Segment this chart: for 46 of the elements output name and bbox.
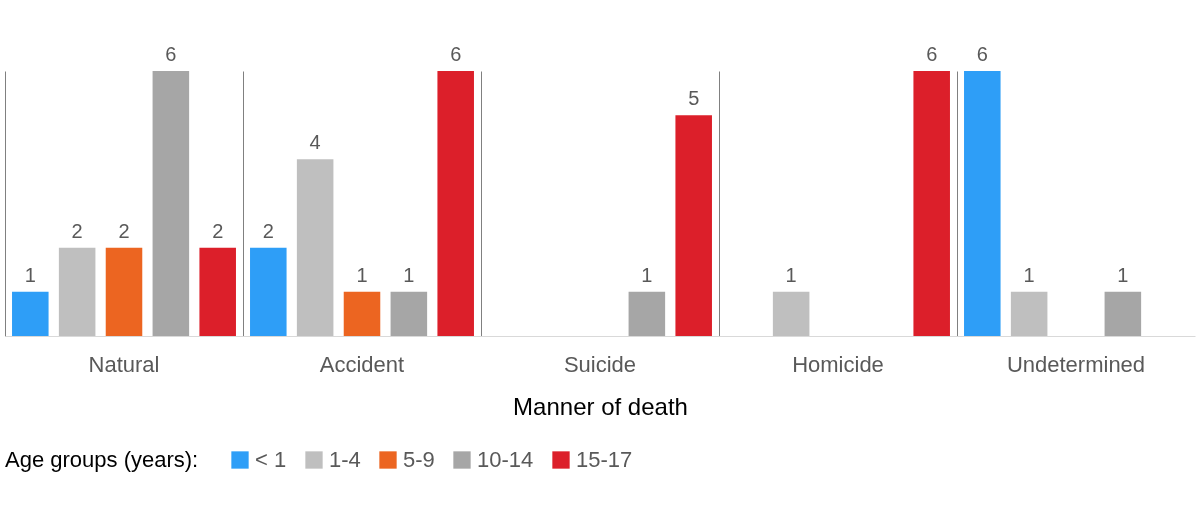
x-tick-label: Homicide (792, 351, 884, 377)
bar (296, 159, 334, 336)
bar (964, 71, 1001, 336)
legend-label: 1-4 (329, 447, 361, 472)
data-label: 1 (641, 263, 653, 286)
legend-label: < 1 (255, 447, 287, 472)
bar (58, 247, 96, 336)
x-tick-label: Suicide (563, 351, 637, 377)
bar (675, 115, 712, 336)
bar (772, 291, 810, 336)
data-label: 1 (24, 263, 36, 286)
data-label: 1 (1023, 263, 1035, 286)
data-label: 2 (118, 219, 130, 242)
legend-title: Age groups (years): (5, 447, 199, 472)
bar (12, 291, 49, 336)
bar (437, 71, 474, 336)
data-label: 6 (926, 43, 938, 65)
data-label: 5 (688, 87, 700, 110)
data-label: 4 (309, 131, 321, 154)
bar (628, 291, 666, 336)
data-label: 1 (356, 263, 368, 286)
bar (1010, 291, 1048, 336)
legend-label: 5-9 (403, 447, 435, 472)
legend-label: 10-14 (477, 447, 534, 472)
data-label: 2 (262, 219, 274, 242)
data-label: 1 (1117, 263, 1129, 286)
x-tick-label: Natural (88, 351, 160, 377)
x-tick-label: Accident (319, 351, 405, 377)
bar (343, 291, 381, 336)
data-label: 6 (450, 43, 462, 65)
bar (199, 247, 236, 336)
legend-label: 15-17 (576, 447, 633, 472)
bar (105, 247, 143, 336)
x-tick-label: Undetermined (1006, 351, 1146, 377)
bar (913, 71, 950, 336)
data-label: 2 (212, 219, 224, 242)
data-label: 1 (403, 263, 415, 286)
data-label: 1 (785, 263, 797, 286)
x-axis-title: Manner of death (513, 392, 688, 420)
bar (152, 71, 190, 336)
bar (250, 247, 287, 336)
data-label: 6 (165, 43, 177, 65)
data-label: 2 (71, 219, 83, 242)
data-label: 6 (976, 43, 988, 65)
bar (390, 291, 428, 336)
bar (1104, 291, 1142, 336)
